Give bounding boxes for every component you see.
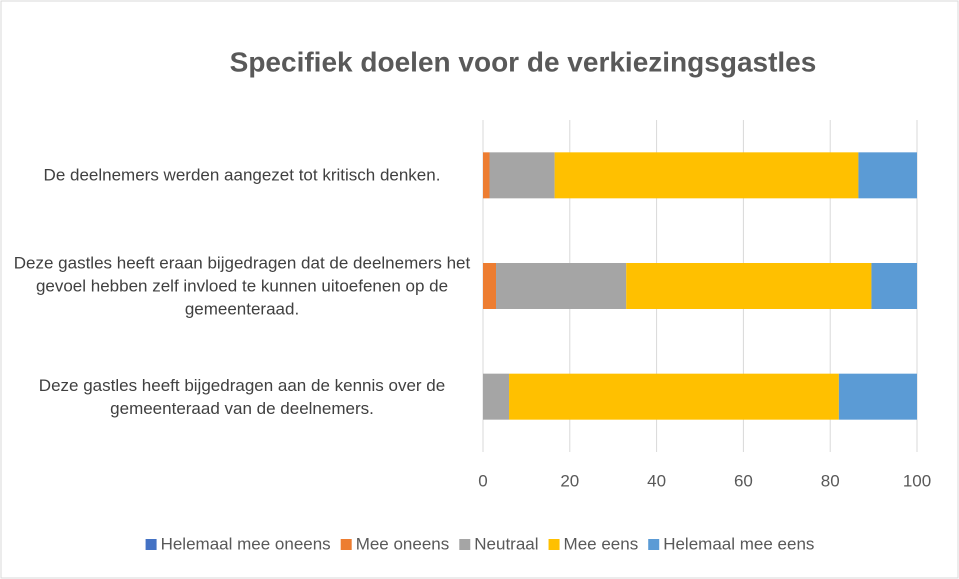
legend-swatch (459, 539, 471, 550)
legend-label: Helemaal mee eens (663, 534, 814, 553)
category-label: Deze gastles heeft eraan bijgedragen dat… (13, 253, 471, 319)
x-tick-label: 100 (903, 471, 931, 490)
legend-swatch (648, 539, 660, 550)
bar-segment (838, 373, 917, 420)
bar-segment (858, 152, 917, 199)
bar-segment (483, 152, 490, 199)
x-tick-label: 80 (821, 471, 840, 490)
x-tick-label: 40 (647, 471, 666, 490)
legend-swatch (145, 539, 157, 550)
category-label: Deze gastles heeft bijgedragen aan de ke… (38, 375, 446, 418)
category-label: De deelnemers werden aangezet tot kritis… (43, 165, 441, 185)
legend-swatch (340, 539, 352, 550)
legend-label: Helemaal mee oneens (161, 534, 331, 553)
x-tick-label: 0 (478, 471, 487, 490)
legend-swatch (548, 539, 560, 550)
legend-label: Neutraal (474, 534, 538, 553)
legend-label: Mee oneens (356, 534, 450, 553)
bar-segment (483, 263, 497, 309)
legend-label: Mee eens (564, 534, 639, 553)
chart-title: Specifiek doelen voor de verkiezingsgast… (230, 46, 817, 77)
x-tick-label: 20 (560, 471, 579, 490)
bar-segment (483, 373, 510, 420)
bar-segment (871, 263, 917, 309)
x-tick-label: 60 (734, 471, 753, 490)
bar-segment (509, 373, 839, 420)
bar-segment (554, 152, 859, 199)
bar-segment (489, 152, 555, 199)
bar-segment (626, 263, 872, 309)
bar-segment (496, 263, 627, 309)
